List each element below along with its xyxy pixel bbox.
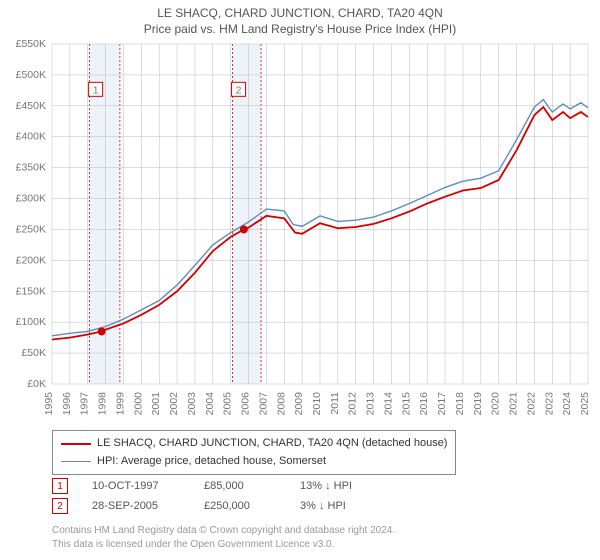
svg-text:2002: 2002 — [168, 392, 180, 416]
svg-text:2015: 2015 — [400, 392, 412, 416]
svg-text:1995: 1995 — [43, 392, 55, 416]
event-date: 28-SEP-2005 — [92, 500, 180, 512]
svg-text:1: 1 — [93, 84, 99, 96]
event-marker-2: 2 — [52, 498, 68, 514]
svg-text:£350K: £350K — [16, 162, 46, 174]
svg-text:2014: 2014 — [382, 392, 394, 416]
sale-event-row: 2 28-SEP-2005 £250,000 3% ↓ HPI — [52, 498, 352, 514]
svg-text:2022: 2022 — [525, 392, 537, 416]
event-pct: 3% ↓ HPI — [300, 500, 346, 512]
price-chart: £0K £50K £100K £150K £200K £250K £300K £350K £40… — [0, 0, 600, 560]
legend-swatch-subject — [61, 443, 91, 445]
event-pct: 13% ↓ HPI — [300, 480, 352, 492]
svg-text:2018: 2018 — [454, 392, 466, 416]
svg-text:£550K: £550K — [16, 38, 46, 50]
svg-text:2012: 2012 — [347, 392, 359, 416]
svg-text:2001: 2001 — [150, 392, 162, 416]
svg-text:2007: 2007 — [257, 392, 269, 416]
svg-text:1997: 1997 — [79, 392, 91, 416]
event-price: £250,000 — [204, 500, 276, 512]
svg-text:£100K: £100K — [16, 316, 46, 328]
svg-text:2004: 2004 — [204, 392, 216, 416]
legend-swatch-hpi — [61, 461, 91, 462]
svg-text:2005: 2005 — [222, 392, 234, 416]
svg-text:2008: 2008 — [275, 392, 287, 416]
svg-text:2021: 2021 — [508, 392, 520, 416]
legend-label-hpi: HPI: Average price, detached house, Some… — [97, 453, 326, 471]
svg-text:£300K: £300K — [16, 193, 46, 205]
svg-text:2024: 2024 — [561, 392, 573, 416]
svg-text:£200K: £200K — [16, 254, 46, 266]
svg-text:1996: 1996 — [61, 392, 73, 416]
svg-text:2016: 2016 — [418, 392, 430, 416]
svg-text:2017: 2017 — [436, 392, 448, 416]
svg-text:2013: 2013 — [365, 392, 377, 416]
event-price: £85,000 — [204, 480, 276, 492]
svg-text:2: 2 — [236, 84, 242, 96]
event-marker-1: 1 — [52, 478, 68, 494]
svg-text:2025: 2025 — [579, 392, 591, 416]
svg-text:2000: 2000 — [132, 392, 144, 416]
svg-text:2009: 2009 — [293, 392, 305, 416]
svg-text:2003: 2003 — [186, 392, 198, 416]
svg-text:2010: 2010 — [311, 392, 323, 416]
svg-text:£0K: £0K — [27, 378, 46, 390]
license-text: Contains HM Land Registry data © Crown c… — [52, 524, 395, 551]
event-date: 10-OCT-1997 — [92, 480, 180, 492]
svg-text:2023: 2023 — [543, 392, 555, 416]
svg-text:2011: 2011 — [329, 392, 341, 415]
svg-text:2019: 2019 — [472, 392, 484, 416]
sale-events: 1 10-OCT-1997 £85,000 13% ↓ HPI 2 28-SEP… — [52, 478, 352, 518]
svg-text:1998: 1998 — [97, 392, 109, 416]
svg-text:£250K: £250K — [16, 223, 46, 235]
sale-event-row: 1 10-OCT-1997 £85,000 13% ↓ HPI — [52, 478, 352, 494]
svg-text:£500K: £500K — [16, 69, 46, 81]
svg-text:2020: 2020 — [490, 392, 502, 416]
svg-text:£50K: £50K — [21, 347, 46, 359]
legend: LE SHACQ, CHARD JUNCTION, CHARD, TA20 4Q… — [52, 430, 456, 475]
legend-label-subject: LE SHACQ, CHARD JUNCTION, CHARD, TA20 4Q… — [97, 435, 447, 453]
svg-text:1999: 1999 — [114, 392, 126, 416]
svg-text:2006: 2006 — [240, 392, 252, 416]
svg-text:£400K: £400K — [16, 131, 46, 143]
svg-text:£450K: £450K — [16, 100, 46, 112]
svg-text:£150K: £150K — [16, 285, 46, 297]
